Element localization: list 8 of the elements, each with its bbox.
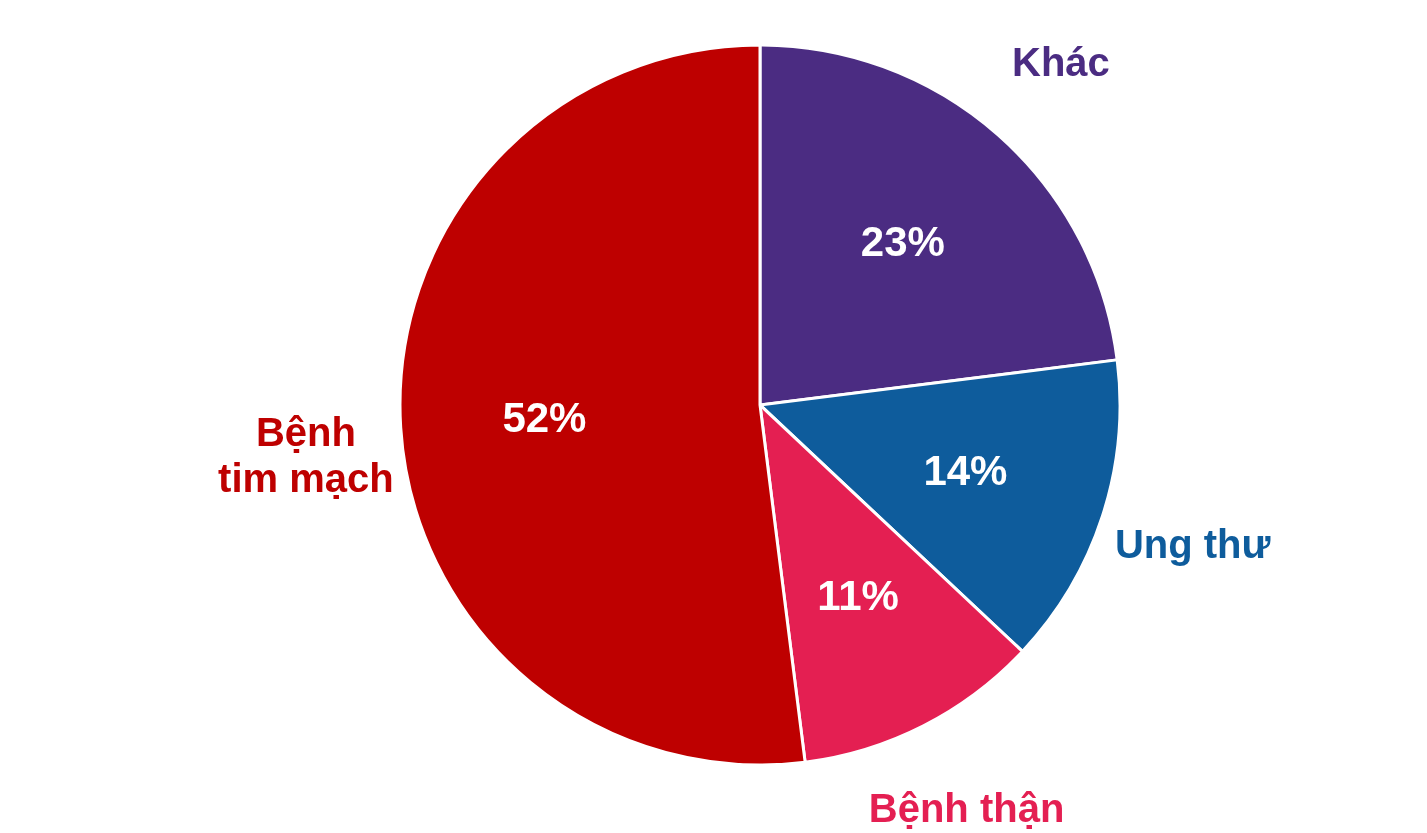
slice-label: Khác [1011, 39, 1110, 84]
data-label: 11% [817, 572, 899, 620]
slice-label: Bệnh tim mạch [218, 409, 394, 500]
data-label: 52% [502, 393, 587, 441]
slice-label: Bệnh thận [868, 786, 1065, 831]
data-label: 23% [860, 217, 945, 265]
slice-label: Ung thư [1114, 521, 1271, 566]
data-label: 14% [923, 446, 1008, 494]
